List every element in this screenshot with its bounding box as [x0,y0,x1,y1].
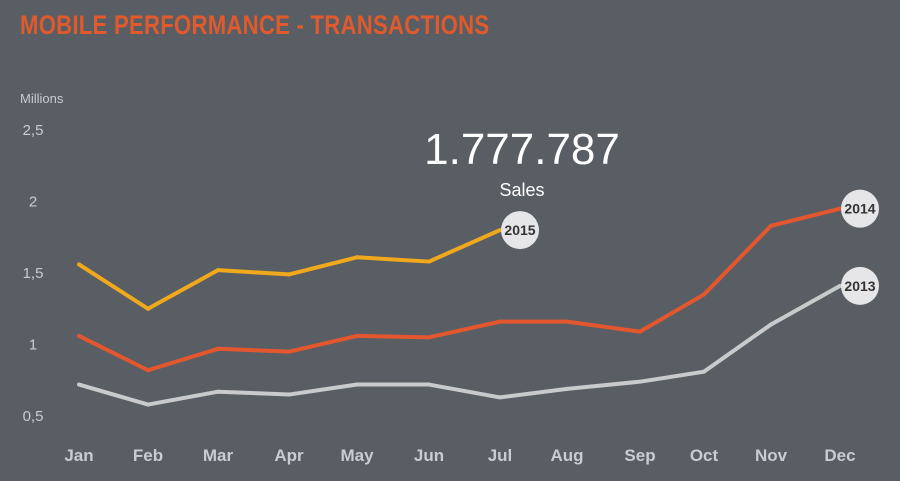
data-point [287,272,291,277]
data-point [77,382,81,387]
x-tick-label: Nov [755,446,788,465]
y-axis-label: Millions [20,91,64,106]
data-point [216,389,220,394]
y-tick-label: 0,5 [23,408,44,425]
x-tick-label: Aug [550,446,583,465]
data-point [355,382,359,387]
data-point [565,319,569,324]
data-point [216,346,220,351]
data-point [427,335,431,340]
x-tick-label: May [340,446,374,465]
data-point [355,333,359,338]
data-point [355,255,359,260]
data-point [838,283,842,288]
data-point [146,402,150,407]
data-point [638,379,642,384]
series-line-2013 [78,284,841,407]
x-tick-label: Jun [414,446,444,465]
data-point [838,206,842,211]
x-tick-label: Apr [274,446,304,465]
data-point [146,368,150,373]
series-badge-label: 2014 [844,201,875,217]
data-point [77,333,81,338]
data-point [216,268,220,273]
series-badge [501,211,539,250]
series-line-2015 [77,228,501,311]
data-point [427,259,431,264]
y-tick-label: 2,5 [23,122,44,139]
series-badge-label: 2015 [504,222,535,238]
data-point [769,223,773,228]
x-tick-label: Oct [690,446,719,465]
data-point [638,329,642,334]
series-badge [841,189,879,228]
series-badge [841,266,879,305]
x-tick-label: Sep [624,446,655,465]
data-point [702,292,706,297]
x-tick-label: Feb [133,446,163,465]
data-point [77,262,81,267]
series-line-2014 [78,206,841,373]
data-point [769,322,773,327]
annotation-label: Sales [499,180,544,200]
data-point [498,395,502,400]
data-point [427,382,431,387]
y-tick-label: 2 [29,194,37,211]
annotation-value: 1.777.787 [424,125,620,174]
data-point [287,349,291,354]
data-point [498,228,502,233]
data-point [287,392,291,397]
series-badge-label: 2013 [844,278,875,294]
data-point [146,306,150,311]
x-tick-label: Mar [203,446,234,465]
chart-title: MOBILE PERFORMANCE - TRANSACTIONS [20,10,490,40]
y-tick-label: 1 [29,337,37,354]
data-point [498,319,502,324]
x-tick-label: Jul [488,446,513,465]
x-tick-label: Dec [824,446,855,465]
data-point [702,369,706,374]
x-tick-label: Jan [64,446,93,465]
y-tick-label: 1,5 [23,265,44,282]
data-point [565,386,569,391]
